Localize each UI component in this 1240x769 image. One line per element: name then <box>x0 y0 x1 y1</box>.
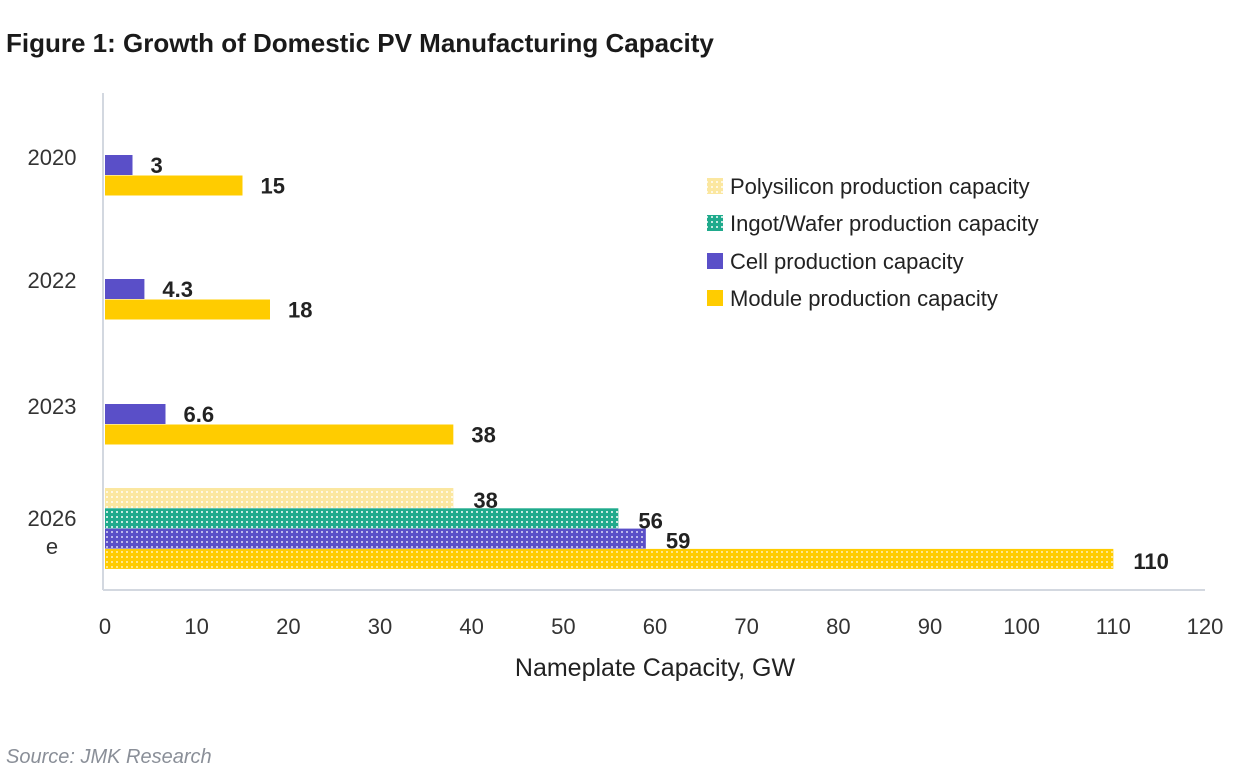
chart-title: Figure 1: Growth of Domestic PV Manufact… <box>6 28 714 58</box>
x-axis-title: Nameplate Capacity, GW <box>515 654 796 682</box>
y-category-label: 2022 <box>28 268 77 293</box>
x-tick-label: 30 <box>368 614 392 639</box>
x-tick-label: 90 <box>918 614 942 639</box>
bar-polysilicon <box>105 488 454 508</box>
x-tick-label: 10 <box>184 614 208 639</box>
bar-module <box>105 424 454 445</box>
legend-swatch <box>707 215 723 231</box>
x-tick-label: 60 <box>643 614 667 639</box>
y-category-label: 2023 <box>28 394 77 419</box>
x-tick-label: 110 <box>1096 614 1131 639</box>
legend-label: Module production capacity <box>730 286 998 311</box>
bar-ingot-wafer <box>105 508 619 529</box>
bar-module <box>105 548 1114 569</box>
source-note: Source: JMK Research <box>6 746 212 768</box>
bar-cell <box>105 155 133 175</box>
legend-label: Cell production capacity <box>730 249 964 274</box>
bar-cell <box>105 404 166 424</box>
data-label: 18 <box>288 298 312 323</box>
legend-swatch <box>707 290 723 306</box>
data-label: 6.6 <box>184 402 215 427</box>
x-tick-label: 70 <box>734 614 758 639</box>
data-label: 15 <box>261 174 285 199</box>
bar-module <box>105 299 270 320</box>
bar-module <box>105 175 243 196</box>
data-label: 38 <box>471 423 495 448</box>
x-tick-label: 40 <box>459 614 483 639</box>
legend-swatch <box>707 178 723 194</box>
x-tick-label: 50 <box>551 614 575 639</box>
legend-label: Polysilicon production capacity <box>730 174 1030 199</box>
bar-cell <box>105 279 145 299</box>
data-label: 110 <box>1133 549 1169 574</box>
bar-cell <box>105 528 646 549</box>
x-tick-label: 120 <box>1187 614 1224 639</box>
legend-label: Ingot/Wafer production capacity <box>730 211 1039 236</box>
y-category-label: 2020 <box>28 145 77 170</box>
x-tick-label: 0 <box>99 614 111 639</box>
x-tick-label: 80 <box>826 614 850 639</box>
x-tick-label: 20 <box>276 614 300 639</box>
data-label: 4.3 <box>162 277 193 302</box>
legend-swatch <box>707 253 723 269</box>
y-category-label: 2026 e <box>28 506 77 559</box>
x-tick-label: 100 <box>1003 614 1040 639</box>
data-label: 3 <box>151 153 163 178</box>
